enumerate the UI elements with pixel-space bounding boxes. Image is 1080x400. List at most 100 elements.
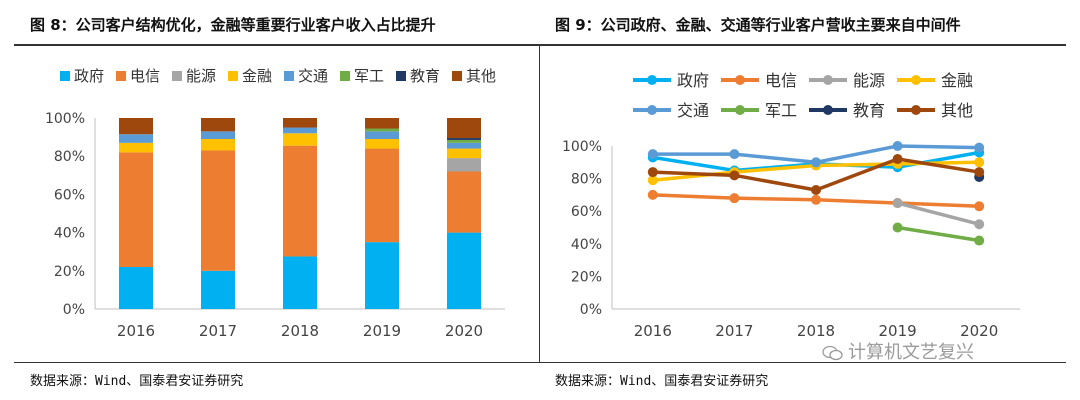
y-tick-label: 60% bbox=[571, 204, 602, 220]
figure-8-title: 图 8：公司客户结构优化，金融等重要行业客户收入占比提升 bbox=[30, 16, 436, 34]
watermark: 计算机文艺复兴 bbox=[822, 338, 974, 364]
legend-label: 教育 bbox=[853, 101, 885, 120]
x-tick-label: 2017 bbox=[199, 322, 237, 340]
legend-label: 其他 bbox=[466, 67, 496, 85]
legend-swatch bbox=[340, 71, 350, 81]
y-tick-label: 20% bbox=[571, 269, 602, 285]
data-point bbox=[892, 222, 903, 233]
x-tick-label: 2020 bbox=[445, 322, 483, 340]
legend-marker bbox=[647, 75, 657, 85]
bar-segment bbox=[201, 270, 235, 309]
legend-marker bbox=[823, 75, 833, 85]
legend-marker bbox=[735, 105, 745, 115]
stacked-bar-chart: 政府 电信 能源 金融 交通 军工 教育 其他 0% 20% 40% 60% 80% 100% 2016 20… bbox=[45, 67, 505, 340]
figure-9-title: 图 9：公司政府、金融、交通等行业客户营收主要来自中间件 bbox=[555, 16, 961, 34]
legend-label: 交通 bbox=[677, 101, 709, 120]
legend-swatch bbox=[452, 71, 462, 81]
data-point bbox=[892, 154, 903, 165]
x-tick-label: 2017 bbox=[715, 322, 753, 340]
legend-marker bbox=[911, 105, 921, 115]
legend-marker bbox=[647, 105, 657, 115]
bar-segment bbox=[365, 139, 399, 149]
legend-label: 政府 bbox=[74, 67, 104, 85]
watermark-text: 计算机文艺复兴 bbox=[848, 342, 974, 363]
y-tick-label: 40% bbox=[571, 237, 602, 253]
y-tick-label: 100% bbox=[562, 139, 602, 155]
data-point bbox=[811, 194, 821, 205]
legend-label: 其他 bbox=[941, 101, 973, 120]
legend-label: 金融 bbox=[941, 71, 973, 90]
figure-9-source: 数据来源：Wind、国泰君安证券研究 bbox=[555, 374, 769, 389]
data-point bbox=[974, 142, 985, 153]
bar-segment bbox=[447, 158, 481, 172]
data-point bbox=[647, 149, 658, 160]
bar-segment bbox=[119, 142, 153, 153]
bar-segment bbox=[365, 128, 399, 132]
bar-segment bbox=[447, 139, 481, 143]
bar-segment bbox=[365, 131, 399, 140]
bar-segment bbox=[201, 150, 235, 271]
bar-segment bbox=[119, 134, 153, 143]
data-point bbox=[974, 157, 985, 168]
legend-label: 金融 bbox=[242, 67, 272, 85]
bar-segment bbox=[447, 118, 481, 139]
x-tick-label: 2016 bbox=[117, 322, 155, 340]
bar-segment bbox=[365, 148, 399, 243]
legend-marker bbox=[735, 75, 745, 85]
figure-8-source: 数据来源：Wind、国泰君安证券研究 bbox=[30, 374, 244, 389]
data-point bbox=[811, 157, 821, 168]
y-tick-label: 80% bbox=[571, 172, 602, 188]
legend-marker bbox=[911, 75, 921, 85]
data-point bbox=[729, 149, 740, 160]
bar-segment bbox=[447, 232, 481, 309]
legend-label: 电信 bbox=[765, 71, 797, 90]
bar-segment bbox=[447, 138, 481, 140]
legend-label: 军工 bbox=[765, 101, 797, 120]
x-tick-label: 2020 bbox=[960, 322, 998, 340]
y-tick-label: 20% bbox=[54, 264, 85, 280]
y-tick-label: 100% bbox=[45, 111, 85, 127]
legend-label: 电信 bbox=[130, 67, 160, 85]
legend-swatch bbox=[116, 71, 126, 81]
legend-swatch bbox=[172, 71, 182, 81]
legend-label: 能源 bbox=[186, 67, 216, 85]
data-point bbox=[647, 167, 658, 178]
data-point bbox=[892, 141, 903, 151]
bar-segment bbox=[119, 118, 153, 135]
y-tick-label: 0% bbox=[63, 302, 85, 318]
bar-segment bbox=[365, 118, 399, 129]
series-line bbox=[897, 225, 980, 243]
legend-label: 教育 bbox=[410, 67, 440, 85]
bar-segment bbox=[447, 148, 481, 159]
data-point bbox=[811, 185, 821, 196]
legend-swatch bbox=[396, 71, 406, 81]
bar-segment bbox=[365, 242, 399, 309]
bar-segment bbox=[447, 171, 481, 233]
x-tick-label: 2019 bbox=[879, 322, 917, 340]
series-line bbox=[897, 201, 980, 226]
bar-segment bbox=[283, 145, 317, 257]
x-tick-label: 2019 bbox=[363, 322, 401, 340]
y-tick-label: 60% bbox=[54, 187, 85, 203]
legend-swatch bbox=[284, 71, 294, 81]
bottom-rule bbox=[14, 362, 1066, 363]
bar-segment bbox=[201, 131, 235, 140]
x-tick-label: 2018 bbox=[281, 322, 319, 340]
data-point bbox=[974, 235, 985, 246]
bar-segment bbox=[201, 118, 235, 132]
legend-label: 政府 bbox=[677, 71, 709, 90]
legend-swatch bbox=[228, 71, 238, 81]
bar-segment bbox=[283, 133, 317, 146]
bar-segment bbox=[283, 256, 317, 309]
y-tick-label: 80% bbox=[54, 149, 85, 165]
x-tick-label: 2016 bbox=[634, 322, 672, 340]
bar-segment bbox=[447, 142, 481, 149]
data-point bbox=[647, 175, 658, 186]
x-tick-label: 2018 bbox=[797, 322, 835, 340]
data-point bbox=[974, 167, 985, 178]
data-point bbox=[647, 189, 658, 200]
y-tick-label: 40% bbox=[54, 226, 85, 242]
data-point bbox=[729, 170, 740, 181]
bar-segment bbox=[119, 152, 153, 267]
